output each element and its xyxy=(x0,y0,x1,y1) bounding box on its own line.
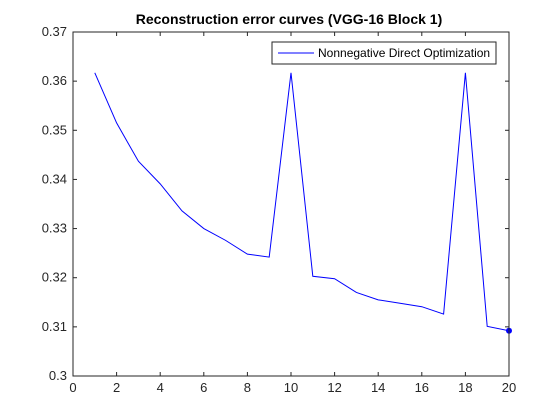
y-tick-label: 0.3 xyxy=(49,368,67,383)
x-tick-label: 0 xyxy=(69,380,76,395)
series-line xyxy=(94,72,510,332)
x-tick-label: 8 xyxy=(244,380,251,395)
x-tick-label: 10 xyxy=(284,380,298,395)
legend-box xyxy=(271,41,497,65)
plot-area xyxy=(73,32,509,376)
x-tick-label: 6 xyxy=(200,380,207,395)
chart-title: Reconstruction error curves (VGG-16 Bloc… xyxy=(136,11,443,27)
legend: Nonnegative Direct Optimization xyxy=(271,41,497,65)
x-tick-label: 2 xyxy=(113,380,120,395)
x-tick-label: 12 xyxy=(327,380,341,395)
y-tick-label: 0.33 xyxy=(42,221,67,236)
y-tick-label: 0.34 xyxy=(42,171,67,186)
x-tick-label: 20 xyxy=(502,380,516,395)
legend-label: Nonnegative Direct Optimization xyxy=(318,46,490,60)
y-tick-label: 0.36 xyxy=(42,73,67,88)
plot-frame xyxy=(72,31,510,377)
x-tick-label: 14 xyxy=(371,380,385,395)
y-tick-label: 0.37 xyxy=(42,24,67,39)
x-axis: 0 2 4 6 8 10 12 14 16 18 20 xyxy=(69,32,516,395)
y-tick-label: 0.31 xyxy=(42,319,67,334)
y-tick-label: 0.32 xyxy=(42,270,67,285)
y-tick-label: 0.35 xyxy=(42,122,67,137)
y-axis: 0.3 0.31 0.32 0.33 0.34 0.35 0.36 0.37 xyxy=(42,24,509,383)
x-tick-label: 18 xyxy=(458,380,472,395)
x-tick-label: 4 xyxy=(157,380,164,395)
x-tick-label: 16 xyxy=(415,380,429,395)
